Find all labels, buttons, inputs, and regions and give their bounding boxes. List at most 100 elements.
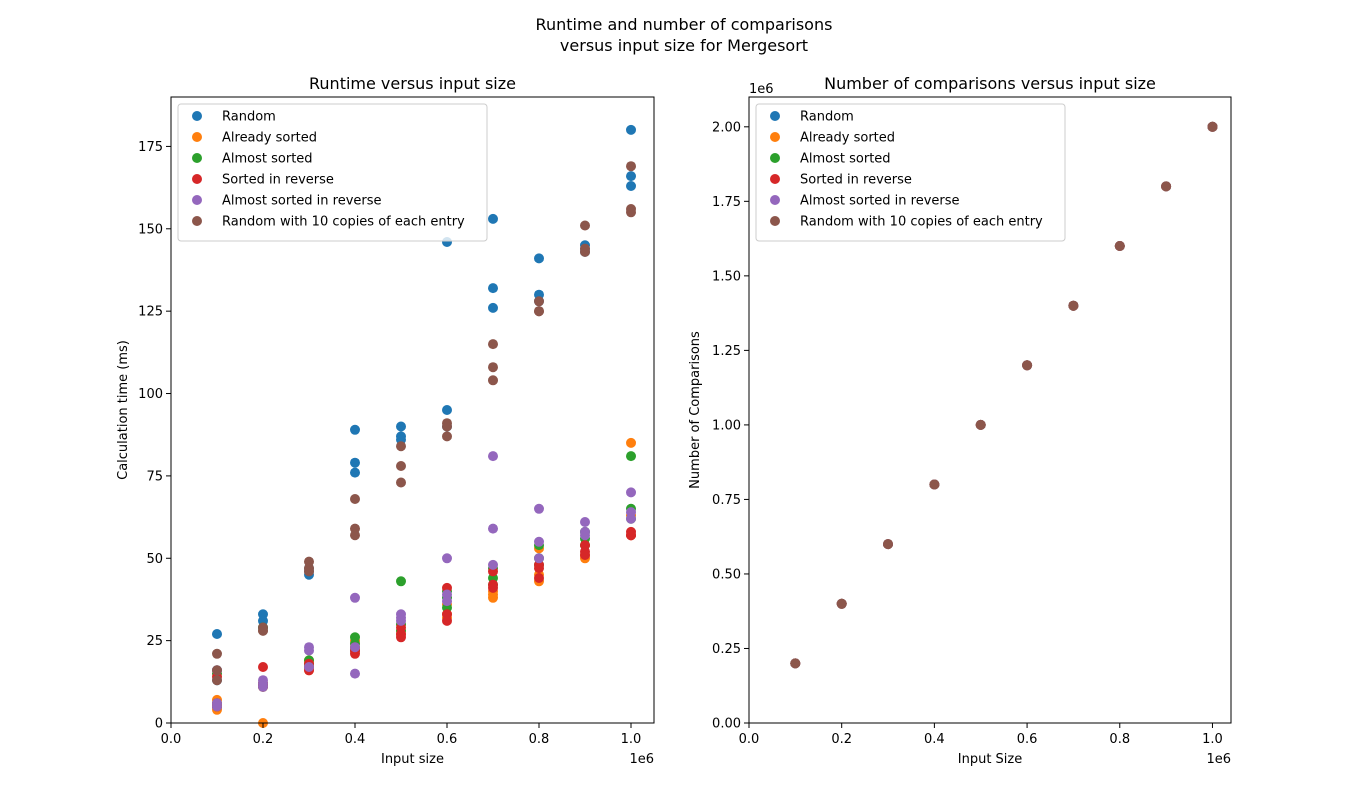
runtime-data-point (442, 596, 452, 607)
runtime-legend-marker (192, 216, 202, 226)
runtime-x-tick-label: 0.0 (161, 732, 182, 747)
runtime-data-point (258, 662, 268, 672)
runtime-data-point (212, 629, 222, 639)
comparisons-legend-item: Already sorted (770, 131, 895, 146)
comparisons-y-tick-label: 0.75 (712, 493, 741, 508)
runtime-x-tick-label: 1.0 (621, 732, 642, 747)
comparisons-data-point (975, 419, 986, 430)
runtime-data-point (396, 441, 406, 452)
runtime-data-point (626, 124, 636, 135)
runtime-y-tick-label: 175 (138, 140, 163, 155)
comparisons-x-tick-label: 0.4 (924, 732, 945, 747)
comparisons-x-axis-label: Input Size (958, 752, 1022, 767)
comparisons-y-axis-label: Number of Comparisons (688, 331, 703, 489)
runtime-data-point (488, 302, 498, 313)
runtime-data-point (350, 457, 360, 468)
runtime-series-6 (212, 161, 636, 686)
comparisons-y-tick-label: 0.00 (712, 717, 741, 732)
runtime-data-point (442, 421, 452, 432)
runtime-legend-marker (192, 111, 202, 121)
comparisons-data-point (1207, 121, 1218, 132)
comparisons-axes-frame (748, 96, 1232, 724)
comparisons-y-tick-label: 0.50 (712, 567, 741, 582)
runtime-data-point (626, 207, 636, 218)
comparisons-y-tick-label: 0.25 (712, 642, 741, 657)
runtime-y-tick-label: 25 (146, 634, 163, 649)
runtime-data-point (442, 405, 452, 415)
comparisons-legend-item: Sorted in reverse (770, 173, 912, 188)
runtime-data-point (488, 451, 498, 462)
comparisons-legend-item: Random (770, 110, 854, 125)
comparisons-legend-item: Almost sorted (770, 152, 891, 167)
runtime-legend-item: Random (192, 110, 276, 125)
runtime-data-point (534, 573, 544, 583)
runtime-legend-marker (192, 132, 202, 142)
runtime-legend-marker (192, 174, 202, 184)
comparisons-legend-label: Almost sorted (800, 152, 891, 167)
runtime-legend-label: Random with 10 copies of each entry (222, 215, 465, 230)
comparisons-x-tick-label: 0.2 (831, 732, 852, 747)
comparisons-legend-item: Almost sorted in reverse (770, 194, 960, 209)
comparisons-legend-label: Sorted in reverse (800, 173, 912, 188)
runtime-y-tick-label: 100 (138, 387, 163, 402)
runtime-data-point (396, 615, 406, 626)
comparisons-legend-label: Random (800, 110, 854, 125)
runtime-x-tick-label: 0.2 (253, 732, 274, 747)
runtime-legend-marker (192, 195, 202, 205)
comparisons-data-point (1068, 300, 1079, 311)
comparisons-series-6 (790, 121, 1218, 669)
runtime-data-point (488, 375, 498, 386)
comparisons-legend-label: Random with 10 copies of each entry (800, 215, 1043, 230)
runtime-axes-frame (170, 96, 655, 724)
runtime-data-point (534, 306, 544, 317)
runtime-data-point (534, 563, 544, 574)
comparisons-data-point (790, 658, 801, 669)
runtime-data-point (212, 648, 222, 659)
runtime-data-point (626, 530, 636, 541)
runtime-x-tick-label: 0.6 (437, 732, 458, 747)
runtime-data-point (580, 530, 590, 541)
runtime-data-point (626, 437, 636, 448)
comparisons-legend-marker (770, 174, 780, 184)
runtime-data-point (488, 362, 498, 373)
runtime-data-point (626, 513, 636, 524)
runtime-data-point (626, 451, 636, 462)
runtime-legend-item: Almost sorted (192, 152, 313, 167)
runtime-y-tick-label: 150 (138, 222, 163, 237)
comparisons-data-point (883, 539, 893, 550)
comparisons-x-tick-label: 0.8 (1109, 732, 1130, 747)
runtime-data-point (626, 487, 636, 498)
runtime-x-tick-label: 0.8 (529, 732, 550, 747)
comparisons-legend-marker (770, 216, 780, 226)
runtime-legend-box (177, 103, 488, 242)
figure-title-line-1: Runtime and number of comparisons (536, 15, 833, 34)
runtime-data-point (350, 494, 360, 504)
runtime-data-point (488, 559, 498, 570)
runtime-legend-marker (192, 153, 202, 163)
runtime-y-tick-label: 0 (155, 717, 163, 732)
runtime-data-point (258, 625, 268, 636)
comparisons-legend-item: Random with 10 copies of each entry (770, 215, 1043, 230)
runtime-data-point (488, 582, 498, 593)
runtime-data-point (304, 662, 314, 672)
runtime-data-point (350, 642, 360, 653)
comparisons-y-tick-label: 1.25 (712, 344, 741, 359)
runtime-legend: Random Already sorted Almost sorted Sorted … (177, 103, 488, 242)
comparisons-data-point (836, 598, 847, 609)
runtime-chart: Runtime versus input size 0.0 0.2 0.4 0.6 0.8… (116, 74, 655, 767)
runtime-legend-label: Sorted in reverse (222, 173, 334, 188)
runtime-data-point (580, 550, 590, 560)
runtime-data-point (488, 213, 498, 224)
runtime-data-point (396, 421, 406, 432)
runtime-data-point (534, 253, 544, 264)
runtime-data-point (212, 701, 222, 712)
runtime-data-point (442, 553, 452, 564)
runtime-x-tick-label: 0.4 (345, 732, 366, 747)
runtime-legend-label: Almost sorted (222, 152, 313, 167)
comparisons-data-point (1114, 241, 1125, 251)
runtime-data-point (350, 467, 360, 478)
runtime-data-point (212, 665, 222, 676)
runtime-data-point (580, 220, 590, 231)
runtime-data-point (534, 503, 544, 514)
